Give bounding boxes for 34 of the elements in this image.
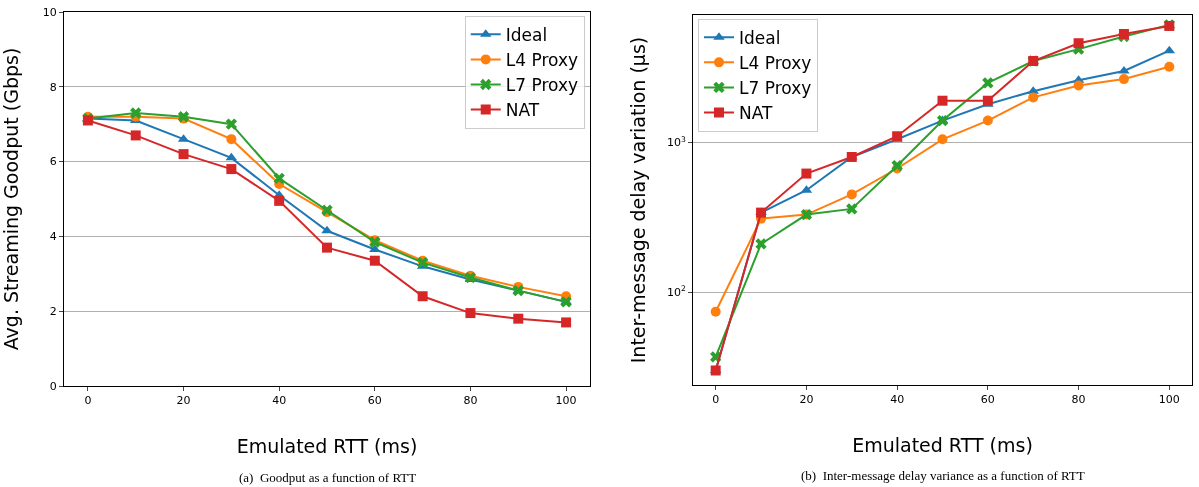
y-axis-title: Avg. Streaming Goodput (Gbps)	[0, 47, 22, 351]
x-tick-label: 80	[1071, 393, 1086, 407]
x-tick-label: 100	[1158, 393, 1180, 407]
x-tick-label: 100	[555, 394, 577, 408]
text: (b) Inter-message delay variance as a function of RTT	[801, 468, 1085, 483]
y-axis-title: Inter-message delay variation (µs)	[627, 36, 649, 364]
x-tick-label: 60	[980, 393, 995, 407]
x-tick-label: 0	[712, 393, 720, 407]
y-tick-label: 10$^{3}$	[666, 134, 686, 150]
y-tick-label: 10$^{2}$	[666, 284, 686, 300]
legend-label: NAT	[505, 100, 540, 121]
x-tick-label: 60	[367, 394, 382, 408]
x-axis-title: Emulated RTT (ms)	[852, 434, 1033, 456]
x-tick-label: 0	[84, 394, 92, 408]
x-tick-label: 40	[272, 394, 287, 408]
legend-label: L4 Proxy	[505, 50, 579, 71]
y-tick-label: 2	[49, 305, 57, 319]
legend-label: Ideal	[505, 24, 548, 45]
legend-label: L4 Proxy	[738, 52, 812, 73]
y-tick-label: 4	[49, 230, 57, 244]
y-tick-label: 6	[49, 155, 57, 169]
legend-label: L7 Proxy	[738, 78, 812, 99]
y-tick-label: 10	[42, 5, 57, 19]
x-tick-label: 20	[799, 393, 814, 407]
legend-label: NAT	[738, 103, 774, 124]
x-axis-title: Emulated RTT (ms)	[236, 435, 418, 457]
x-tick-label: 40	[890, 393, 905, 407]
x-tick-label: 20	[176, 394, 191, 408]
x-tick-label: 80	[463, 394, 478, 408]
legend-label: Ideal	[738, 27, 781, 48]
text: (a) Goodput as a function of RTT	[239, 470, 417, 485]
y-tick-label: 0	[49, 379, 57, 393]
y-tick-label: 8	[49, 80, 57, 94]
legend-label: L7 Proxy	[505, 75, 579, 96]
